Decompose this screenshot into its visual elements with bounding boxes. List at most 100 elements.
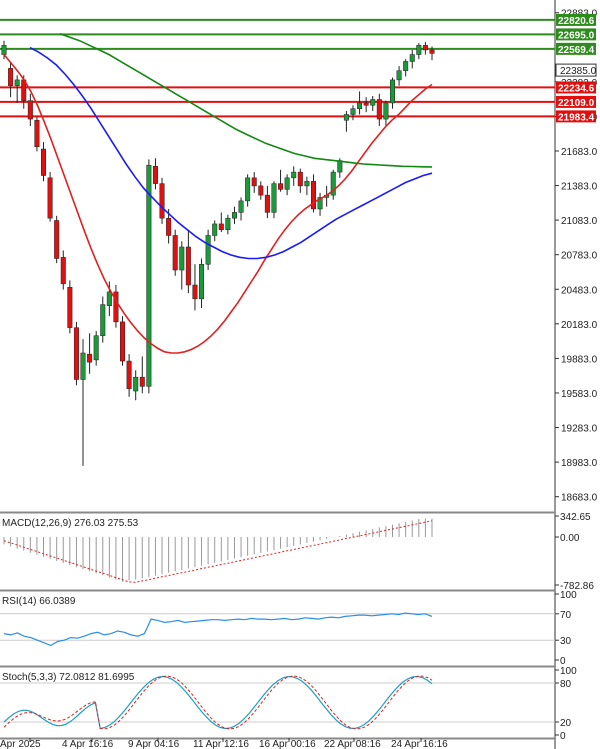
macd-tick-label: 342.65 [560,512,591,523]
candlesticks [1,40,435,466]
price-tick-label: 20783.0 [561,251,598,262]
macd-panel: MACD(12,26,9) 276.03 275.53 342.65 0.00 -78… [2,512,594,592]
last-price-tag [555,63,597,77]
stoch-tick-label: 0 [560,731,566,742]
candle-body [251,177,257,187]
candle-body [126,360,132,389]
moving-averages [3,33,433,354]
time-tick-label: 16 Apr 00:16 [259,739,316,749]
level-label: 22569.4 [558,45,595,56]
macd-title: MACD(12,26,9) 276.03 275.53 [2,518,139,529]
candle-body [225,217,231,230]
candle-body [54,220,60,259]
candle-body [291,171,297,179]
candle-body [383,102,389,120]
candle-body [152,166,158,184]
rsi-line [3,612,433,647]
price-tick-label: 18683.0 [561,493,598,504]
time-tick-label: Apr 2025 [0,739,41,749]
candle-body [429,49,435,54]
candle-body [93,335,99,361]
candle-body [337,160,343,173]
candle-body [14,79,20,86]
candle-body [27,100,33,120]
macd-signal-line [3,520,433,583]
level-tag [556,110,596,123]
level-tag [556,95,596,108]
candle-body [139,376,145,387]
macd-tick-label: 0.00 [560,533,580,544]
price-tick-label: 19883.0 [561,354,598,365]
candle-body [199,264,205,300]
level-tag [556,28,596,41]
price-tick-label: 18983.0 [561,458,598,469]
level-tag [556,13,596,26]
price-tick-label: 19583.0 [561,389,598,400]
candle-body [73,327,79,380]
time-tick-label: 11 Apr 12:16 [193,739,249,749]
candle-body [166,217,172,236]
candle-body [403,61,409,71]
price-tick-label: 21383.0 [561,182,598,193]
candle-body [409,54,415,62]
price-tick-label: 20483.0 [561,285,598,296]
candle-body [218,223,224,230]
candle-body [1,45,7,55]
candle-body [317,197,323,210]
level-tag [556,42,596,55]
candle-body [416,45,422,55]
stoch-tick-label: 80 [560,679,572,690]
stoch-title: Stoch(5,3,3) 72.0812 81.6995 [2,672,135,683]
stoch-k-line [3,675,433,730]
candle-body [87,353,93,363]
level-label: 22234.6 [558,83,595,94]
candle-body [370,99,376,106]
candle-body [172,235,178,271]
ma-fast-line [3,53,433,354]
price-tick-label: 21683.0 [561,147,598,158]
candle-body [284,177,290,190]
level-label: 22109.0 [558,98,595,109]
candle-body [238,200,244,213]
candle-body [60,257,66,285]
candle-body [297,171,303,187]
candle-body [106,291,112,306]
ma-mid-line [29,46,433,260]
candle-body [278,183,284,190]
ma-slow-line [59,33,433,168]
stoch-d-line [3,675,433,730]
price-tick-label: 21083.0 [561,216,598,227]
rsi-tick-label: 0 [560,656,566,667]
candle-body [159,183,165,219]
candle-body [357,102,363,109]
candle-body [343,114,349,121]
candle-body [422,45,428,51]
level-tag [556,81,596,94]
time-tick-label: 24 Apr 16:16 [391,739,448,749]
candle-body [350,108,356,115]
stoch-tick-label: 100 [560,666,577,677]
candle-body [120,321,126,362]
candle-body [67,287,73,328]
candle-body [231,212,237,219]
candle-body [389,79,395,104]
candle-body [363,102,369,106]
candle-body [100,304,106,336]
rsi-tick-label: 30 [560,636,572,647]
candle-body [8,68,14,86]
stoch-tick-label: 20 [560,718,572,729]
stoch-panel: Stoch(5,3,3) 72.0812 81.6995 100 80 20 0 [0,666,577,742]
time-tick-label: 9 Apr 04:16 [128,739,180,749]
macd-tick-label: -782.86 [560,581,594,592]
time-tick-label: 22 Apr 08:16 [324,739,381,749]
level-label: 22820.6 [558,16,595,27]
candle-body [146,164,152,387]
rsi-panel: RSI(14) 66.0389 100 70 30 0 [0,590,577,667]
candle-body [330,171,336,196]
candle-body [113,291,119,323]
time-axis: Apr 2025 4 Apr 16:16 9 Apr 04:16 11 Apr 12:… [0,738,448,749]
candle-body [310,181,316,210]
candle-body [304,181,310,187]
rsi-title: RSI(14) 66.0389 [2,596,76,607]
